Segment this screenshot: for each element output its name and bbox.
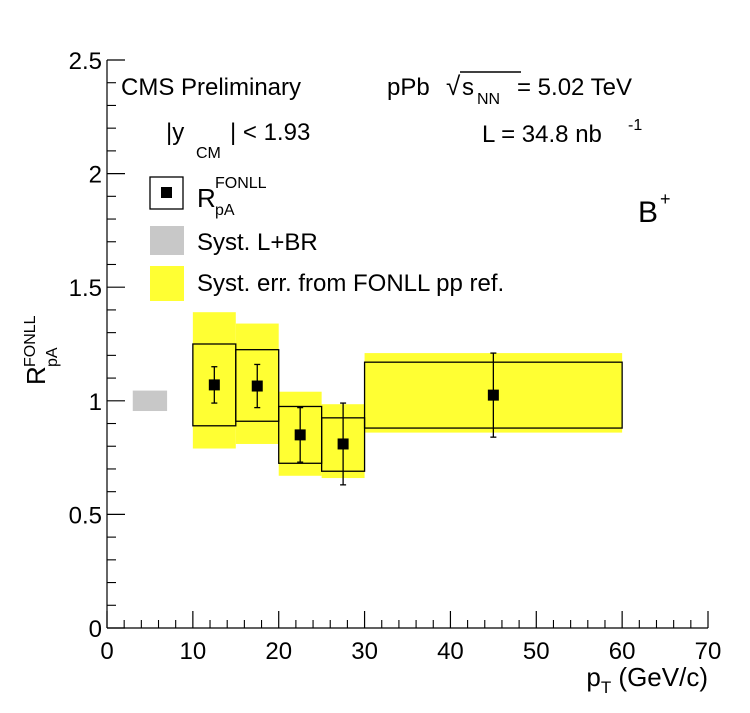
svg-text:NN: NN	[477, 91, 500, 108]
svg-text:R: R	[21, 366, 51, 385]
legend-entry-syst-fonll: Syst. err. from FONLL pp ref.	[150, 266, 504, 301]
svg-text:| < 1.93: | < 1.93	[230, 119, 310, 146]
x-tick-label-6: 60	[609, 638, 636, 665]
x-tick-label-1: 10	[180, 638, 207, 665]
svg-text:L = 34.8 nb: L = 34.8 nb	[482, 121, 602, 148]
legend-gray-swatch	[150, 226, 184, 255]
svg-text:FONLL: FONLL	[215, 175, 267, 192]
x-tick-label-0: 0	[100, 638, 113, 665]
x-tick-label-4: 40	[437, 638, 464, 665]
legend-entry-data-points: R FONLL pA	[149, 175, 267, 219]
svg-text:= 5.02 TeV: = 5.02 TeV	[517, 74, 632, 101]
x-axis-title: pT (GeV/c)	[586, 662, 708, 697]
svg-text:√: √	[446, 71, 461, 101]
x-tick-label-7: 70	[695, 638, 722, 665]
rapidity-label: |y CM | < 1.93	[166, 119, 310, 162]
svg-text:-1: -1	[628, 117, 642, 134]
data-point-layer	[208, 352, 499, 486]
data-point-4	[487, 389, 499, 401]
svg-text:CM: CM	[196, 145, 221, 162]
svg-text:B: B	[638, 196, 658, 229]
global-uncertainty-box	[132, 390, 168, 412]
svg-text:pA: pA	[44, 347, 61, 367]
x-tick-label-2: 20	[265, 638, 292, 665]
x-tick-label-5: 50	[523, 638, 550, 665]
svg-text:|y: |y	[166, 119, 184, 146]
tick-layer: 0 10 20 30 40 50 60 70 0 0.5 1 1.5 2 2.5	[69, 48, 722, 665]
y-tick-label-4: 2	[89, 162, 102, 189]
data-point-1	[251, 380, 263, 392]
data-point-3	[337, 438, 349, 450]
legend-yellow-swatch	[150, 266, 184, 301]
data-point-0	[208, 379, 220, 391]
legend-entry-syst-lbr: Syst. L+BR	[150, 226, 318, 256]
svg-text:+: +	[660, 189, 671, 209]
svg-text:Syst. err. from FONLL pp ref.: Syst. err. from FONLL pp ref.	[197, 270, 504, 297]
svg-text:s: s	[462, 74, 474, 101]
experiment-label: CMS Preliminary	[121, 74, 301, 101]
luminosity-label: L = 34.8 nb -1	[482, 117, 642, 148]
y-axis-title: R FONLL pA	[21, 315, 61, 385]
legend-marker-symbol	[161, 187, 172, 198]
particle-label: B +	[638, 189, 671, 229]
y-tick-label-2: 1	[89, 389, 102, 416]
syst-box-1	[235, 349, 280, 422]
svg-text:Syst. L+BR: Syst. L+BR	[197, 229, 318, 256]
y-tick-label-3: 1.5	[69, 275, 102, 302]
global-uncertainty-layer	[132, 390, 168, 412]
y-tick-label-5: 2.5	[69, 48, 102, 75]
legend: R FONLL pA Syst. L+BR Syst. err. from FO…	[149, 175, 504, 301]
svg-text:pPb: pPb	[387, 74, 430, 101]
svg-text:pA: pA	[215, 202, 235, 219]
data-point-2	[294, 429, 306, 441]
svg-text:FONLL: FONLL	[22, 315, 39, 367]
y-tick-label-0: 0	[89, 616, 102, 643]
svg-text:R: R	[197, 183, 216, 213]
x-tick-label-3: 30	[351, 638, 378, 665]
y-tick-label-1: 0.5	[69, 502, 102, 529]
collision-energy-label: pPb √ s NN = 5.02 TeV	[387, 71, 632, 108]
legend-box-symbol	[149, 176, 184, 210]
